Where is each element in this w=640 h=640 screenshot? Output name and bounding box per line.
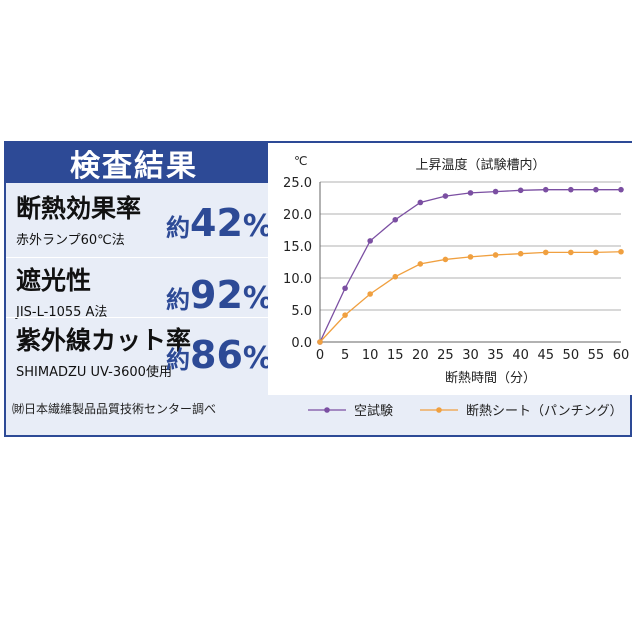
series-2-point	[593, 249, 599, 256]
metrics-column: 検査結果 断熱効果率 赤外ランプ60℃法 約42% 遮光性 JIS-L-1055…	[6, 143, 273, 435]
series-1-point	[417, 199, 424, 206]
series-2-point	[492, 252, 499, 258]
header-title: 検査結果	[6, 143, 268, 184]
x-tick-label: 60	[613, 348, 630, 363]
metric-number: 86	[190, 333, 243, 377]
x-tick-label: 25	[437, 348, 454, 363]
metric-prefix: 約	[166, 286, 190, 314]
y-tick-label: 5.0	[291, 304, 312, 319]
y-axis-unit: ℃	[294, 154, 307, 168]
x-tick-label: 10	[362, 348, 379, 363]
series-1-point	[568, 186, 574, 193]
series-2-point	[417, 261, 424, 267]
y-tick-label: 0.0	[291, 336, 312, 351]
temperature-chart: 上昇温度（試験槽内） ℃ 0.0 5.0 10.0 15.0 20.0 25.0 0 5 10 15 2…	[268, 143, 632, 395]
x-tick-label: 45	[537, 348, 554, 363]
x-tick-label: 5	[341, 348, 349, 363]
series-2-point	[467, 254, 474, 260]
series-1-point	[367, 238, 373, 244]
divider	[6, 317, 268, 318]
legend-item-blank-test: 空試験	[306, 400, 393, 419]
legend-label: 断熱シート（パンチング）	[466, 404, 623, 419]
legend-item-insulation-sheet: 断熱シート（パンチング）	[418, 400, 623, 419]
series-line-1	[319, 189, 621, 343]
credit-text: ㈶日本繊維製品品質技術センター調べ	[12, 402, 217, 416]
y-tick-label: 10.0	[283, 272, 312, 287]
series-2-point	[618, 248, 624, 255]
metric-prefix: 約	[166, 214, 190, 242]
legend-swatch-orange	[420, 406, 458, 413]
series-1-point	[492, 188, 499, 195]
metric-prefix: 約	[166, 346, 190, 374]
series-1-point	[593, 186, 599, 193]
y-tick-label: 15.0	[283, 240, 312, 255]
metric-value: 約92%	[166, 273, 273, 317]
series-line-2	[319, 251, 622, 343]
metric-shading: 遮光性 JIS-L-1055 A法 約92%	[6, 259, 273, 327]
divider	[6, 257, 268, 258]
series-2-point	[517, 250, 524, 257]
series-2-point	[392, 273, 399, 280]
metric-unit: %	[242, 281, 273, 316]
series-1-point	[392, 216, 399, 223]
metric-number: 42	[190, 201, 243, 245]
series-1-point	[542, 186, 549, 193]
x-tick-label: 0	[316, 348, 324, 363]
metric-unit: %	[242, 209, 273, 244]
x-tick-label: 40	[512, 348, 529, 363]
series-2-point	[367, 291, 373, 297]
series-2-point	[542, 249, 549, 256]
metric-uv-cut: 紫外線カット率 SHIMADZU UV-3600使用 約86%	[6, 319, 273, 387]
results-panel: 検査結果 断熱効果率 赤外ランプ60℃法 約42% 遮光性 JIS-L-1055…	[4, 141, 632, 437]
metric-value: 約86%	[166, 333, 273, 377]
metric-sub: JIS-L-1055 A法	[16, 305, 108, 320]
metric-value: 約42%	[166, 201, 273, 245]
metric-name: 断熱効果率	[16, 194, 142, 223]
series-1-point	[467, 190, 474, 196]
metric-name: 遮光性	[16, 266, 92, 295]
y-tick-label: 20.0	[283, 208, 312, 223]
legend-swatch-purple	[308, 406, 346, 413]
series-2-point	[342, 312, 348, 318]
metric-number: 92	[190, 273, 243, 317]
series-1-point	[442, 193, 449, 199]
x-tick-label: 50	[563, 348, 580, 363]
series-1-point	[342, 285, 348, 292]
metric-sub: SHIMADZU UV-3600使用	[16, 365, 172, 380]
x-tick-label: 20	[412, 348, 429, 363]
series-2-point	[442, 256, 449, 263]
chart-title: 上昇温度（試験槽内）	[415, 157, 545, 173]
x-tick-label: 15	[387, 348, 404, 363]
series-1-point	[618, 186, 624, 193]
metric-insulation: 断熱効果率 赤外ランプ60℃法 約42%	[6, 187, 273, 255]
series-1-point	[517, 187, 524, 194]
x-axis-label: 断熱時間（分）	[445, 371, 536, 386]
series-2-point	[317, 339, 323, 345]
x-tick-label: 30	[462, 348, 479, 363]
legend-label: 空試験	[354, 404, 394, 419]
series-2-point	[568, 249, 574, 256]
x-tick-label: 55	[588, 348, 605, 363]
x-tick-label: 35	[487, 348, 504, 363]
y-tick-label: 25.0	[283, 176, 312, 191]
metric-sub: 赤外ランプ60℃法	[16, 233, 125, 248]
metric-name: 紫外線カット率	[16, 326, 192, 355]
metric-unit: %	[242, 341, 273, 376]
